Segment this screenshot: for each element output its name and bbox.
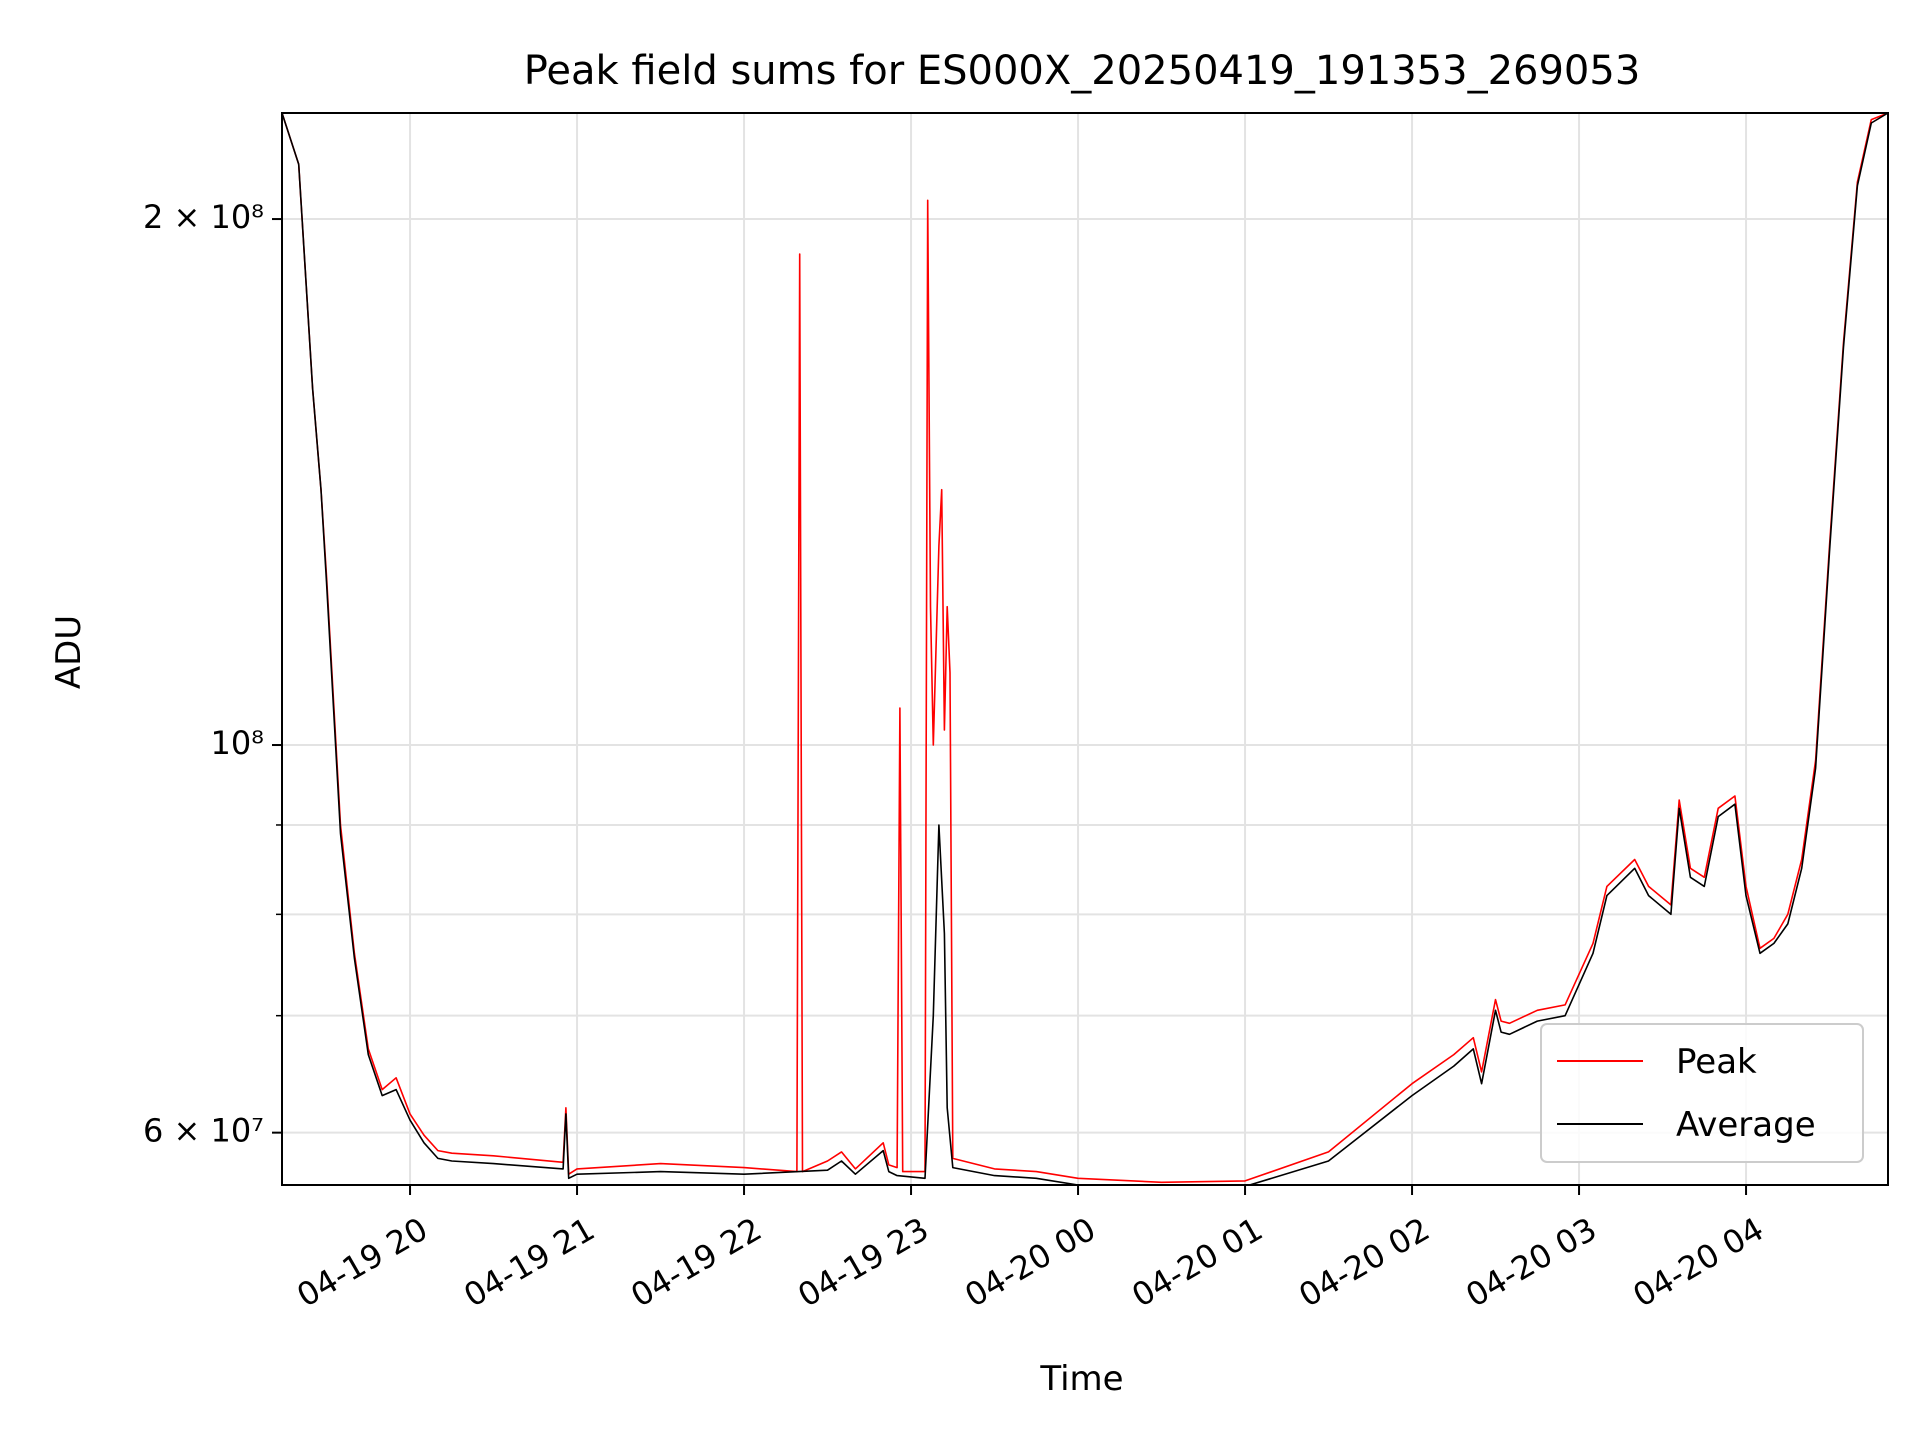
legend: Peak Average <box>1540 1023 1864 1163</box>
y-axis-label: ADU <box>49 615 89 689</box>
x-axis-label: Time <box>1039 1359 1123 1399</box>
legend-box <box>1540 1023 1864 1163</box>
plot-area <box>282 113 1888 1185</box>
y-tick-label: 6 × 10⁷ <box>143 1112 264 1150</box>
y-tick-label: 10⁸ <box>210 724 264 762</box>
plot-frame <box>281 112 1889 1186</box>
series-line-peak <box>282 113 1888 1184</box>
chart-title: Peak field sums for ES000X_20250419_1913… <box>524 48 1641 94</box>
series-line-average <box>282 113 1888 1185</box>
y-axis: 6 × 10⁷ 10⁸ 2 × 10⁸ <box>143 198 282 1150</box>
legend-label-peak: Peak <box>1676 1042 1757 1082</box>
legend-label-average: Average <box>1676 1105 1816 1145</box>
grid <box>282 113 1888 1185</box>
y-tick-label: 2 × 10⁸ <box>143 198 264 236</box>
